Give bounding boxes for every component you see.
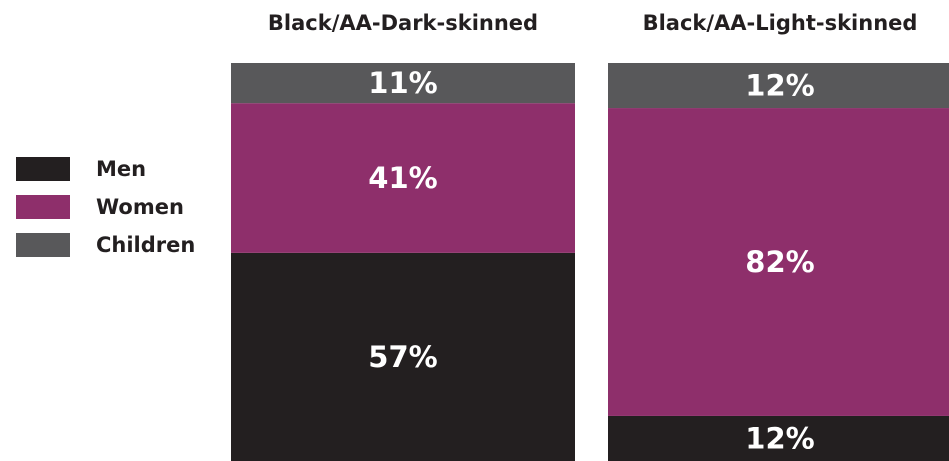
bar-segment-men-black-aa-dark-skinned	[231, 252, 575, 461]
column-title-black-aa-dark-skinned: Black/AA-Dark-skinned	[268, 11, 538, 35]
data-label-women-black-aa-light-skinned: 82%	[745, 245, 814, 279]
data-label-children-black-aa-dark-skinned: 11%	[368, 66, 437, 100]
legend-item-women: Women	[16, 188, 195, 226]
data-label-women-black-aa-dark-skinned: 41%	[368, 161, 437, 195]
bar-segment-men-black-aa-light-skinned	[608, 415, 949, 461]
legend-item-men: Men	[16, 150, 195, 188]
bar-segment-children-black-aa-dark-skinned	[231, 63, 575, 104]
data-label-men-black-aa-light-skinned: 12%	[745, 421, 814, 455]
legend-swatch-men	[16, 157, 70, 181]
legend-label-women: Women	[96, 195, 184, 219]
bar-segment-women-black-aa-light-skinned	[608, 108, 949, 416]
data-label-children-black-aa-light-skinned: 12%	[745, 69, 814, 103]
legend-label-children: Children	[96, 233, 196, 257]
data-label-men-black-aa-dark-skinned: 57%	[368, 340, 437, 374]
bar-segment-children-black-aa-light-skinned	[608, 63, 949, 109]
legend: Men Women Children	[16, 150, 195, 264]
legend-swatch-women	[16, 195, 70, 219]
legend-swatch-children	[16, 233, 70, 257]
legend-item-children: Children	[16, 226, 195, 264]
legend-label-men: Men	[96, 157, 147, 181]
bar-segment-women-black-aa-dark-skinned	[231, 103, 575, 253]
column-title-black-aa-light-skinned: Black/AA-Light-skinned	[643, 11, 918, 35]
